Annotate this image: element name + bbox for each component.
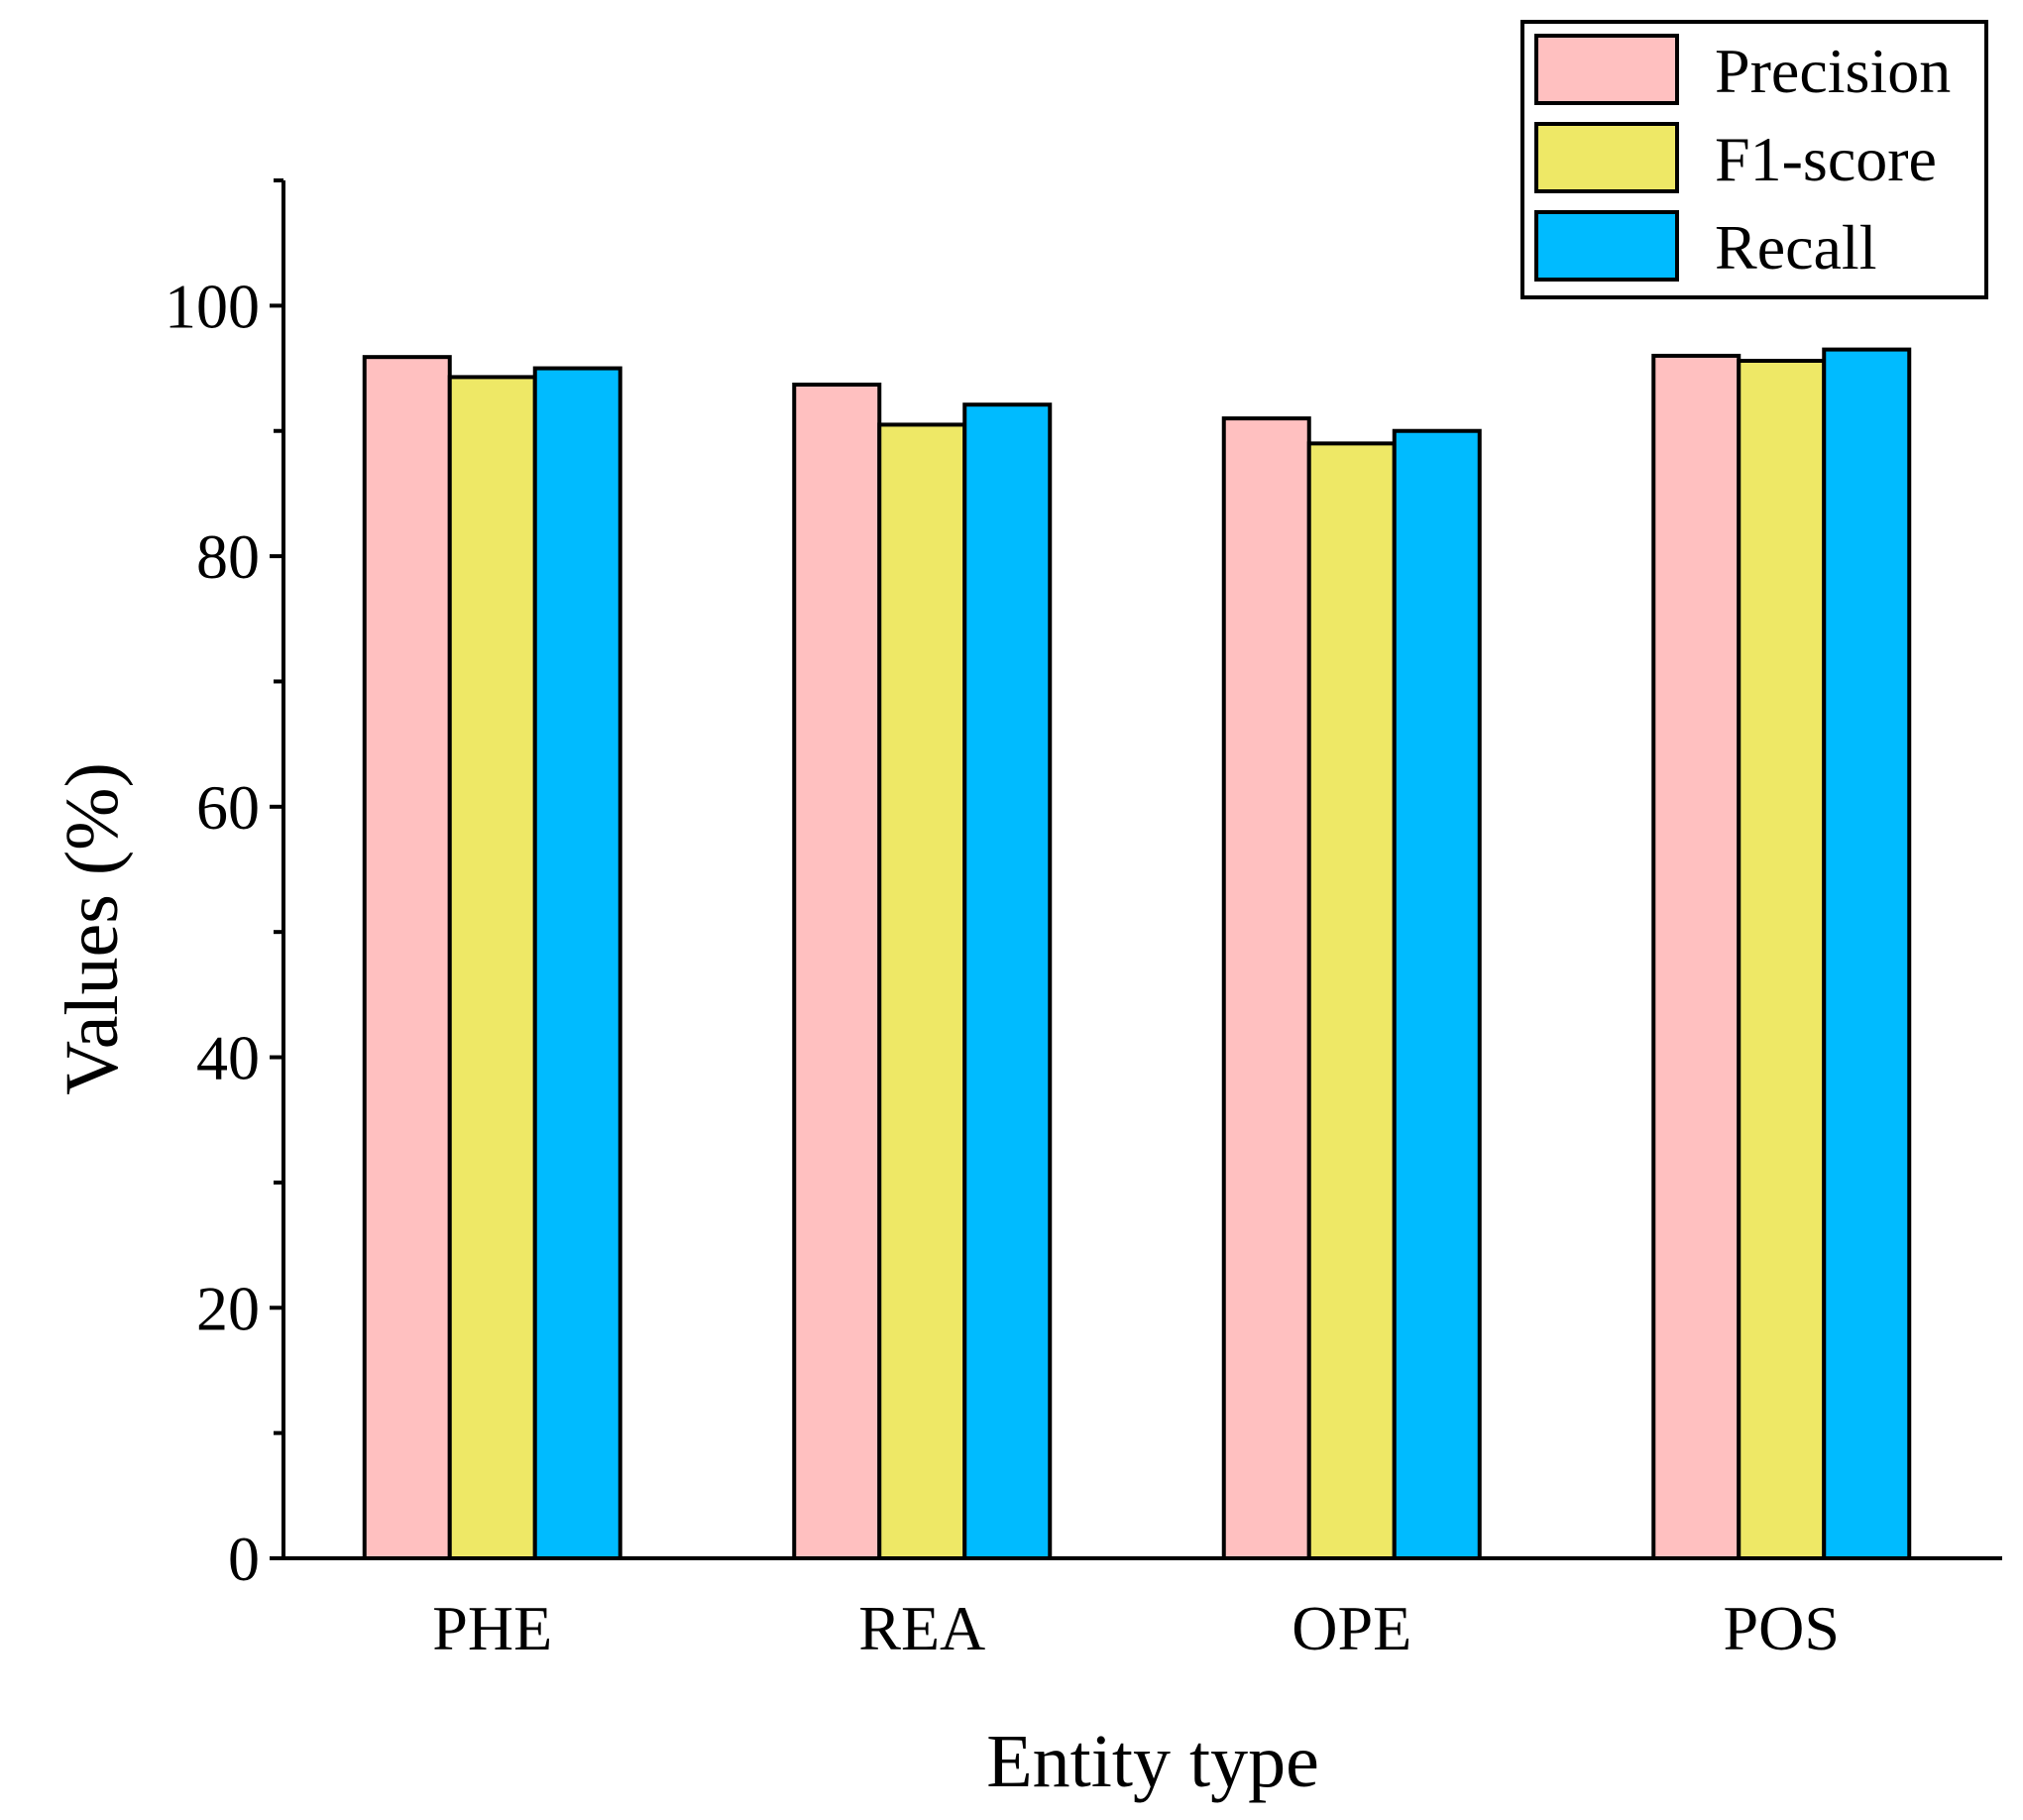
y-tick-label: 100: [165, 271, 260, 341]
bar-precision-phe: [362, 355, 452, 1560]
x-axis-title: Entity type: [986, 1720, 1319, 1803]
bar-recall-rea: [962, 402, 1053, 1560]
bar-recall-ope: [1392, 428, 1482, 1560]
legend: Precision F1-score Recall: [1520, 20, 1988, 299]
bar-recall-phe: [532, 366, 622, 1561]
bar-precision-ope: [1221, 416, 1311, 1560]
bar-precision-rea: [792, 382, 882, 1560]
legend-label-precision: Precision: [1715, 36, 1951, 106]
y-tick-label: 40: [196, 1023, 260, 1093]
x-tick-label: OPE: [1292, 1593, 1411, 1663]
y-tick-label: 60: [196, 772, 260, 843]
legend-label-f1-score: F1-score: [1715, 124, 1937, 194]
y-tick-label: 80: [196, 521, 260, 592]
x-tick-labels: PHE REA OPE POS: [432, 1593, 1840, 1663]
bar-recall-pos: [1822, 347, 1912, 1560]
x-tick-label: PHE: [432, 1593, 552, 1663]
y-tick-label: 20: [196, 1273, 260, 1343]
bar-f1-score-rea: [877, 422, 967, 1561]
x-tick-label: REA: [858, 1593, 985, 1663]
legend-swatch-f1-score: [1534, 122, 1679, 193]
axes-layer: [281, 180, 2002, 1560]
bar-f1-score-ope: [1306, 441, 1397, 1560]
y-ticks: 0 20 40 60 80 100: [165, 178, 283, 1594]
bar-precision-pos: [1651, 353, 1742, 1561]
legend-swatch-precision: [1534, 34, 1679, 105]
y-axis-title: Values (%): [51, 762, 134, 1095]
bar-f1-score-pos: [1737, 358, 1827, 1560]
bars-layer: [362, 347, 1912, 1561]
bar-f1-score-phe: [447, 375, 537, 1561]
y-tick-label: 0: [228, 1524, 260, 1594]
x-tick-label: POS: [1724, 1593, 1840, 1663]
legend-swatch-recall: [1534, 210, 1679, 282]
legend-label-recall: Recall: [1715, 212, 1876, 283]
